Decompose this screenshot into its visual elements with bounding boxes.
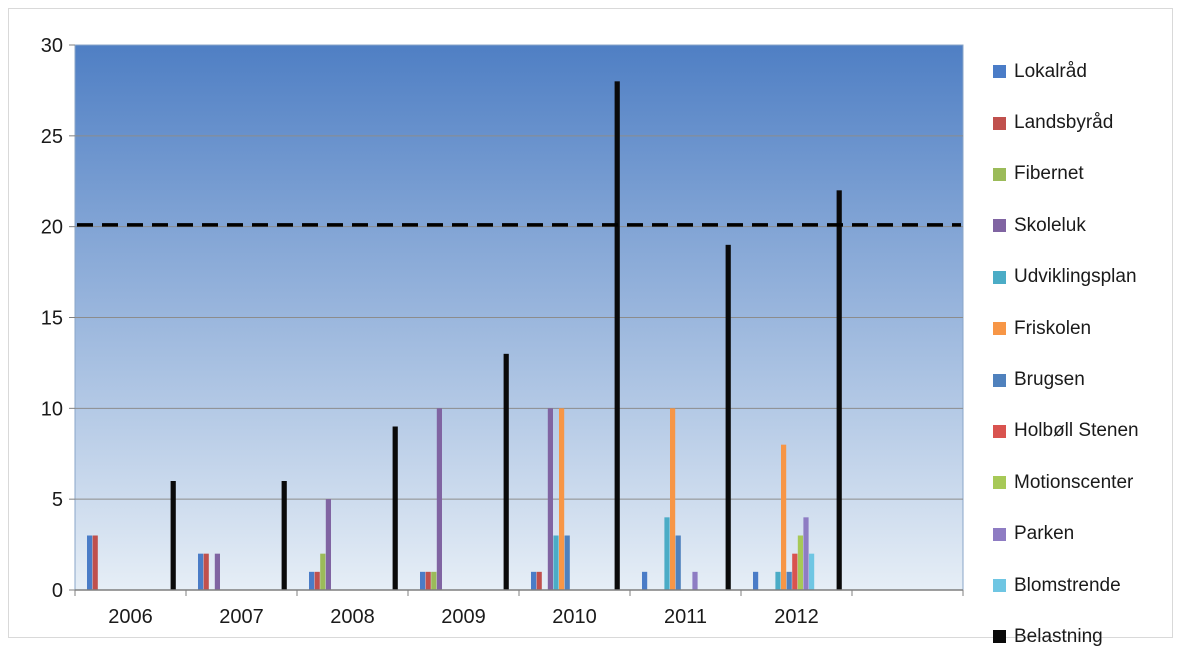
bar — [564, 535, 570, 590]
legend-label: Lokalråd — [1014, 60, 1087, 82]
bar — [170, 481, 176, 590]
bar — [392, 426, 398, 590]
legend-item: Brugsen — [993, 354, 1179, 405]
bar — [675, 535, 681, 590]
bar — [670, 408, 676, 590]
bar — [531, 571, 537, 590]
bar — [559, 408, 565, 590]
bar — [786, 571, 792, 590]
y-tick-label: 30 — [41, 35, 63, 57]
legend-swatch — [993, 65, 1006, 79]
legend-label: Udviklingsplan — [1014, 266, 1137, 288]
bar — [431, 571, 437, 590]
x-tick-label: 2006 — [108, 606, 153, 628]
legend-swatch — [993, 219, 1006, 233]
legend-swatch — [993, 322, 1006, 336]
bar — [320, 553, 326, 590]
bar-chart: 0 5 10 15 20 25 30 2006 2007 2008 2009 2010 2011 2012 — [41, 35, 964, 628]
chart-frame: 0 5 10 15 20 25 30 2006 2007 2008 2009 2010 2011 2012… — [8, 8, 1173, 647]
legend-swatch — [993, 270, 1006, 284]
bar — [775, 571, 781, 590]
bar — [614, 81, 620, 590]
legend-label: Holbøll Stenen — [1014, 420, 1139, 442]
legend-label: Parken — [1014, 523, 1075, 545]
bar — [92, 535, 98, 590]
x-tick-label: 2012 — [774, 606, 819, 628]
legend-swatch — [993, 373, 1006, 387]
y-tick-label: 15 — [41, 308, 63, 330]
legend-item: Parken — [993, 509, 1179, 560]
legend-item: Belastning — [993, 611, 1179, 662]
bar — [803, 517, 809, 590]
legend-label: Brugsen — [1014, 369, 1085, 391]
bar — [214, 553, 220, 590]
bar — [664, 517, 670, 590]
legend-swatch — [993, 424, 1006, 438]
y-tick-label: 10 — [41, 398, 63, 420]
bar — [781, 444, 787, 590]
bar — [797, 535, 803, 590]
bar — [203, 553, 209, 590]
legend-swatch — [993, 579, 1006, 593]
bar — [198, 553, 204, 590]
legend-label: Landsbyråd — [1014, 112, 1114, 134]
bar — [536, 571, 542, 590]
bar — [725, 244, 731, 591]
bar — [692, 571, 698, 590]
x-tick-label: 2010 — [552, 606, 597, 628]
y-tick-label: 0 — [52, 580, 63, 602]
x-tick-label: 2008 — [330, 606, 375, 628]
x-tick-label: 2007 — [219, 606, 264, 628]
bar — [314, 571, 320, 590]
y-tick-label: 5 — [52, 489, 63, 511]
bar — [325, 499, 331, 590]
bar — [753, 571, 759, 590]
bar — [309, 571, 315, 590]
legend-item: Landsbyråd — [993, 97, 1179, 148]
bar — [503, 353, 509, 590]
legend-item: Motionscenter — [993, 457, 1179, 508]
bar — [553, 535, 559, 590]
legend-swatch — [993, 167, 1006, 181]
legend-item: Fibernet — [993, 149, 1179, 200]
bar — [792, 553, 798, 590]
chart-legend: Lokalråd Landsbyråd Fibernet Skoleluk Udvikl… — [993, 46, 1179, 663]
legend-item: Friskolen — [993, 303, 1179, 354]
bar — [87, 535, 93, 590]
legend-swatch — [993, 476, 1006, 490]
legend-swatch — [993, 630, 1006, 644]
legend-swatch — [993, 116, 1006, 130]
legend-item: Lokalråd — [993, 46, 1179, 97]
legend-item: Holbøll Stenen — [993, 406, 1179, 457]
legend-label: Friskolen — [1014, 317, 1092, 339]
bar — [281, 481, 287, 590]
bar — [425, 571, 431, 590]
legend-label: Skoleluk — [1014, 214, 1086, 236]
legend-swatch — [993, 527, 1006, 541]
bar — [547, 408, 553, 590]
bar — [836, 190, 842, 591]
bar — [436, 408, 442, 590]
y-tick-label: 25 — [41, 126, 63, 148]
bar — [642, 571, 648, 590]
legend-label: Fibernet — [1014, 163, 1084, 185]
legend-item: Udviklingsplan — [993, 252, 1179, 303]
bar — [420, 571, 426, 590]
legend-item: Skoleluk — [993, 200, 1179, 251]
legend-item: Blomstrende — [993, 560, 1179, 611]
x-tick-label: 2011 — [664, 606, 707, 628]
y-tick-label: 20 — [41, 217, 63, 239]
bar — [809, 553, 815, 590]
x-tick-label: 2009 — [441, 606, 486, 628]
legend-label: Belastning — [1014, 625, 1103, 647]
legend-label: Blomstrende — [1014, 574, 1121, 596]
legend-label: Motionscenter — [1014, 471, 1134, 493]
